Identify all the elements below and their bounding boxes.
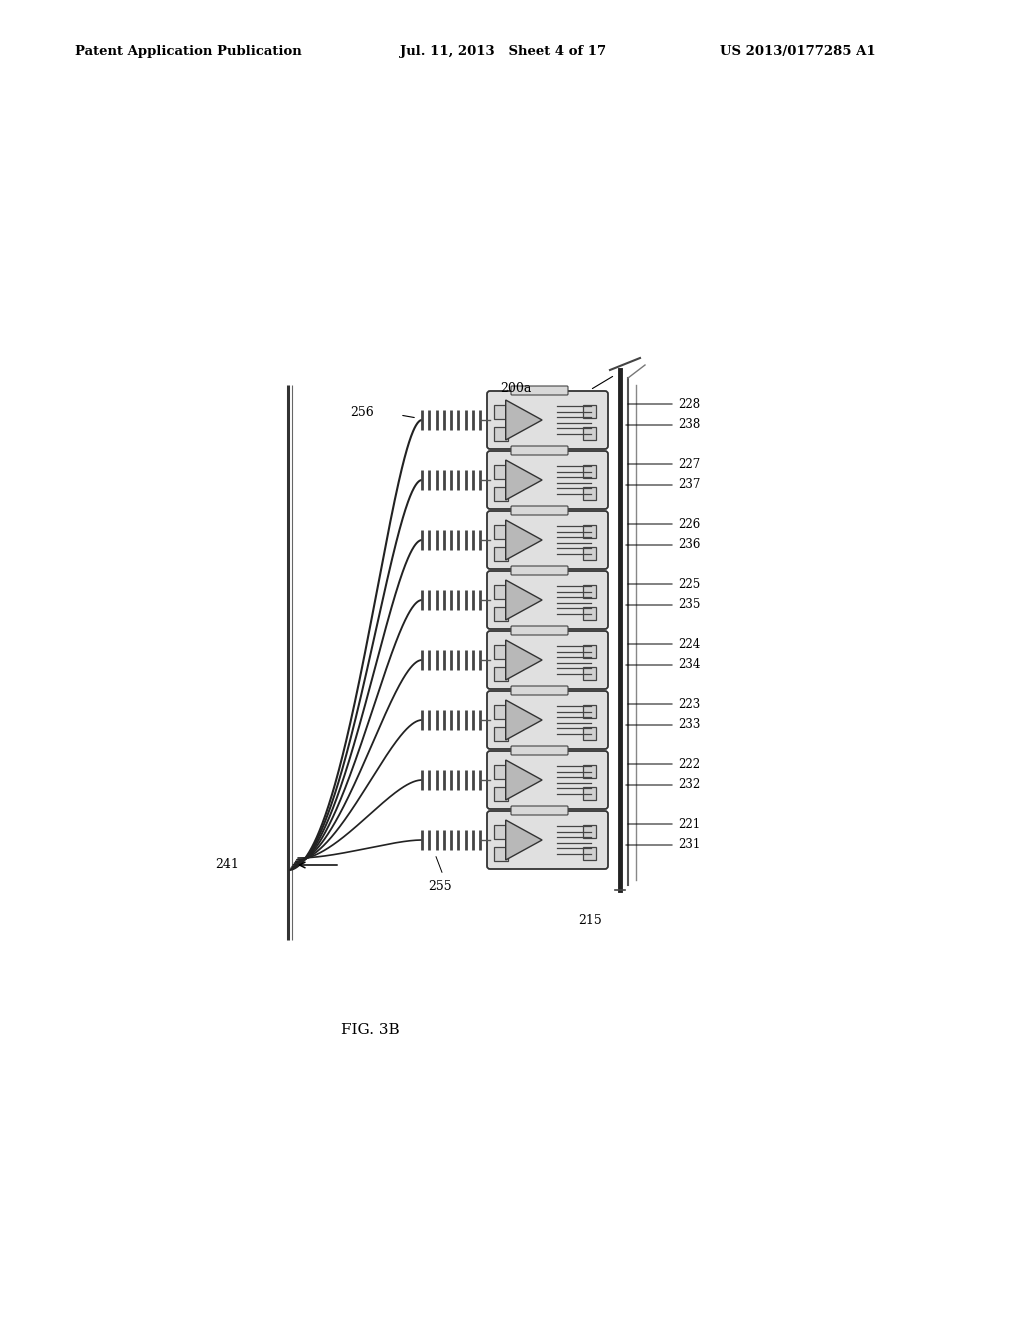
Bar [583, 585, 596, 598]
FancyBboxPatch shape [487, 751, 608, 809]
Text: Jul. 11, 2013   Sheet 4 of 17: Jul. 11, 2013 Sheet 4 of 17 [400, 45, 606, 58]
Text: 235: 235 [678, 598, 700, 611]
Text: 228: 228 [678, 397, 700, 411]
Bar [494, 645, 508, 659]
FancyBboxPatch shape [511, 446, 568, 455]
FancyBboxPatch shape [511, 626, 568, 635]
Text: 255: 255 [428, 880, 452, 894]
Polygon shape [506, 459, 542, 500]
Bar [583, 607, 596, 620]
Bar [494, 607, 508, 620]
Bar [583, 787, 596, 800]
Text: 237: 237 [678, 479, 700, 491]
Text: 200a: 200a [500, 381, 531, 395]
Bar [494, 787, 508, 801]
FancyBboxPatch shape [511, 746, 568, 755]
Bar [583, 645, 596, 657]
Bar [494, 667, 508, 681]
Bar [583, 766, 596, 777]
Text: 231: 231 [678, 838, 700, 851]
FancyBboxPatch shape [487, 572, 608, 630]
Polygon shape [506, 579, 542, 620]
FancyBboxPatch shape [487, 451, 608, 510]
Bar [494, 825, 508, 840]
Bar [494, 487, 508, 502]
Bar [494, 705, 508, 719]
Text: Patent Application Publication: Patent Application Publication [75, 45, 302, 58]
Text: 223: 223 [678, 697, 700, 710]
FancyBboxPatch shape [487, 511, 608, 569]
Bar [494, 405, 508, 418]
Text: 226: 226 [678, 517, 700, 531]
Polygon shape [506, 520, 542, 560]
Bar [583, 825, 596, 838]
Text: 221: 221 [678, 817, 700, 830]
FancyBboxPatch shape [487, 690, 608, 748]
Bar [494, 546, 508, 561]
Text: 233: 233 [678, 718, 700, 731]
FancyBboxPatch shape [487, 391, 608, 449]
Bar [583, 727, 596, 741]
Bar [494, 585, 508, 599]
Text: 215: 215 [579, 913, 602, 927]
Bar [583, 426, 596, 440]
FancyBboxPatch shape [511, 807, 568, 814]
Bar [494, 525, 508, 539]
Bar [583, 465, 596, 478]
Polygon shape [506, 640, 542, 680]
Text: 234: 234 [678, 659, 700, 672]
Text: 227: 227 [678, 458, 700, 470]
Polygon shape [506, 400, 542, 440]
Polygon shape [506, 760, 542, 800]
Bar [494, 426, 508, 441]
Text: 256: 256 [350, 407, 374, 420]
Polygon shape [506, 700, 542, 741]
Bar [583, 525, 596, 539]
FancyBboxPatch shape [487, 810, 608, 869]
Text: 224: 224 [678, 638, 700, 651]
Bar [494, 465, 508, 479]
Bar [583, 847, 596, 861]
Text: FIG. 3B: FIG. 3B [341, 1023, 399, 1038]
Bar [494, 847, 508, 861]
Text: US 2013/0177285 A1: US 2013/0177285 A1 [720, 45, 876, 58]
Text: 238: 238 [678, 418, 700, 432]
Bar [583, 667, 596, 680]
Bar [494, 727, 508, 741]
Polygon shape [506, 820, 542, 861]
FancyBboxPatch shape [511, 686, 568, 696]
FancyBboxPatch shape [511, 566, 568, 576]
Bar [583, 705, 596, 718]
Text: 225: 225 [678, 578, 700, 590]
FancyBboxPatch shape [511, 385, 568, 395]
FancyBboxPatch shape [511, 506, 568, 515]
Bar [583, 546, 596, 560]
Bar [583, 487, 596, 500]
Bar [494, 766, 508, 779]
Text: 241: 241 [215, 858, 239, 871]
Text: 222: 222 [678, 758, 700, 771]
Text: 236: 236 [678, 539, 700, 552]
Bar [583, 405, 596, 418]
FancyBboxPatch shape [487, 631, 608, 689]
Text: 232: 232 [678, 779, 700, 792]
